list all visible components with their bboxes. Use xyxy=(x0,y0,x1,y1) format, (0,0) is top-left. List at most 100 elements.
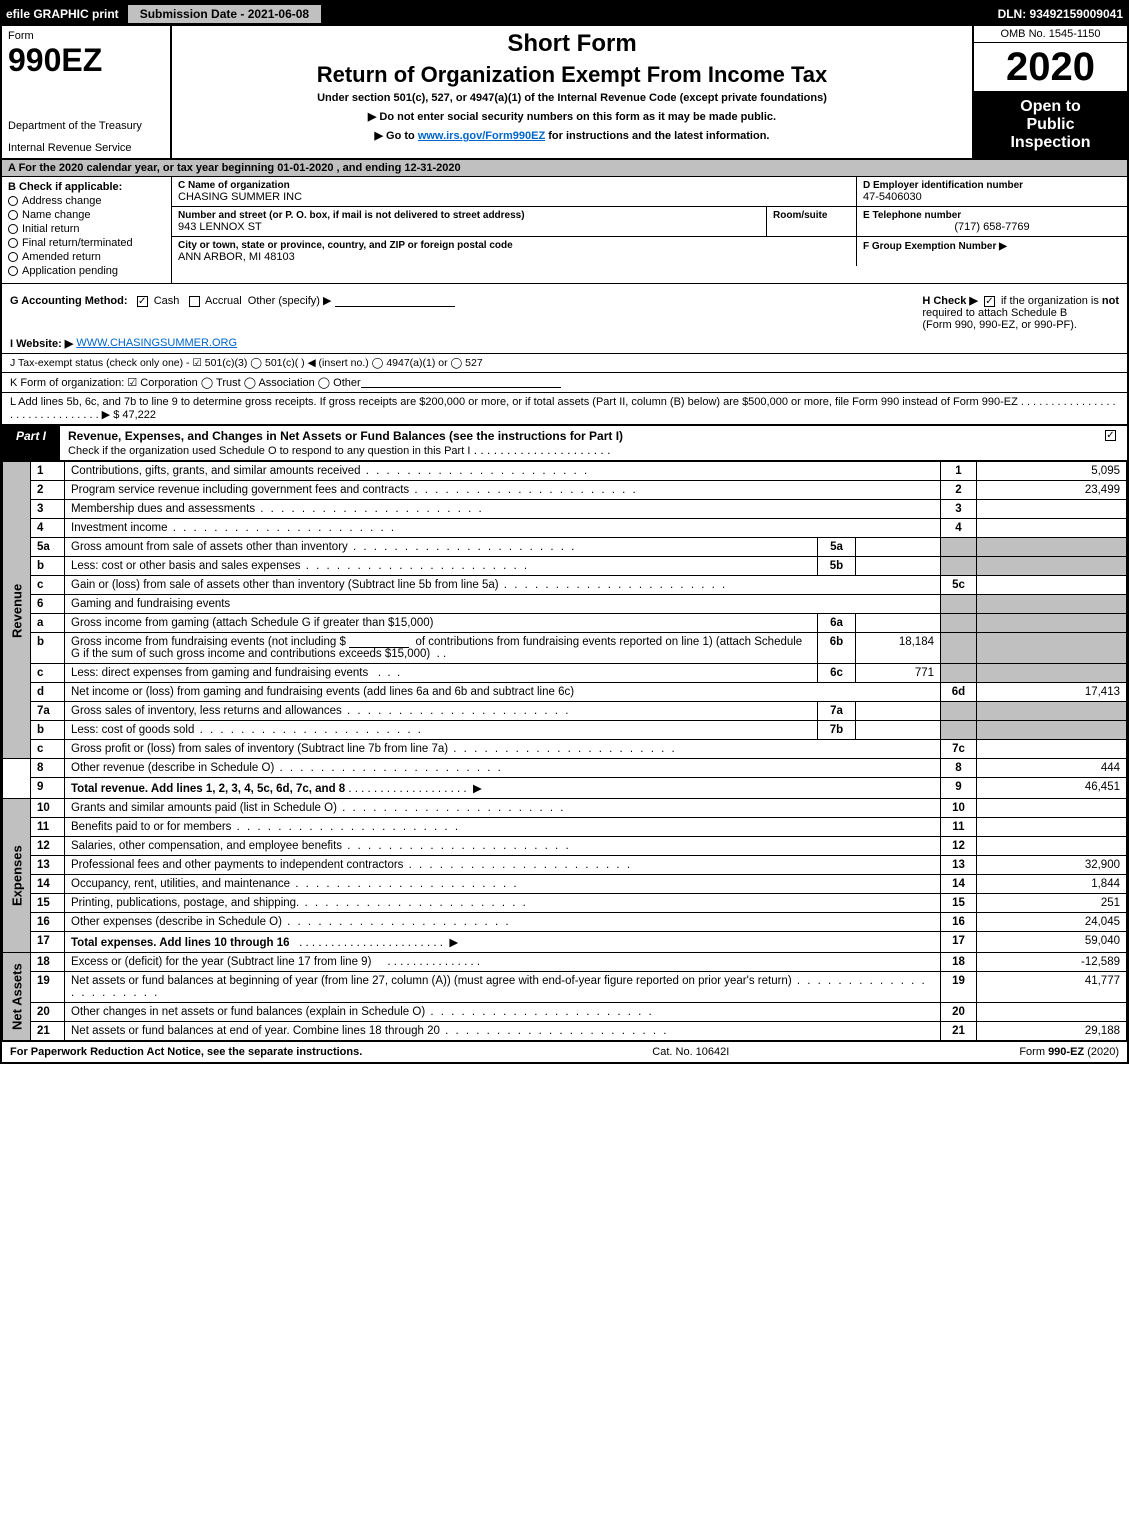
row-5a: 5a Gross amount from sale of assets othe… xyxy=(3,538,1127,557)
row-14: 14 Occupancy, rent, utilities, and maint… xyxy=(3,875,1127,894)
amt-11 xyxy=(977,818,1127,837)
row-8: 8 Other revenue (describe in Schedule O)… xyxy=(3,759,1127,778)
row-3: 3 Membership dues and assessments 3 xyxy=(3,500,1127,519)
phone-value: (717) 658-7769 xyxy=(863,221,1121,233)
b-header: B Check if applicable: xyxy=(8,181,165,193)
under-section: Under section 501(c), 527, or 4947(a)(1)… xyxy=(180,92,964,104)
dept-label: Department of the Treasury xyxy=(8,120,164,132)
cell-d: D Employer identification number 47-5406… xyxy=(857,177,1127,207)
cell-e: E Telephone number (717) 658-7769 xyxy=(857,207,1127,237)
goto-line: ▶ Go to www.irs.gov/Form990EZ for instru… xyxy=(180,129,964,142)
row-2: 2 Program service revenue including gove… xyxy=(3,481,1127,500)
amt-21: 29,188 xyxy=(977,1022,1127,1041)
open2: Public xyxy=(974,116,1127,134)
row-6c: c Less: direct expenses from gaming and … xyxy=(3,664,1127,683)
amt-8: 444 xyxy=(977,759,1127,778)
cell-f: F Group Exemption Number ▶ xyxy=(857,237,1127,255)
line-a: A For the 2020 calendar year, or tax yea… xyxy=(2,160,1127,177)
open1: Open to xyxy=(974,98,1127,116)
l-amount: $ 47,222 xyxy=(113,409,156,421)
amt-2: 23,499 xyxy=(977,481,1127,500)
street-label: Number and street (or P. O. box, if mail… xyxy=(178,210,760,221)
chk-name-change[interactable]: Name change xyxy=(8,209,165,221)
row-21: 21 Net assets or fund balances at end of… xyxy=(3,1022,1127,1041)
row-18: Net Assets 18 Excess or (deficit) for th… xyxy=(3,953,1127,972)
amt-7c xyxy=(977,740,1127,759)
row-12: 12 Salaries, other compensation, and emp… xyxy=(3,837,1127,856)
row-20: 20 Other changes in net assets or fund b… xyxy=(3,1003,1127,1022)
no-ssn-note: ▶ Do not enter social security numbers o… xyxy=(180,110,964,123)
amt-4 xyxy=(977,519,1127,538)
row-7b: b Less: cost of goods sold 7b xyxy=(3,721,1127,740)
h-section: H Check ▶ if the organization is not req… xyxy=(922,294,1119,331)
website-link[interactable]: WWW.CHASINGSUMMER.ORG xyxy=(76,337,237,350)
header-left: Form 990EZ Department of the Treasury In… xyxy=(2,26,172,158)
cell-street: Number and street (or P. O. box, if mail… xyxy=(172,207,767,237)
chk-accrual[interactable] xyxy=(189,296,200,307)
city-value: ANN ARBOR, MI 48103 xyxy=(178,251,850,263)
part-i-check xyxy=(1094,426,1127,460)
header-center: Short Form Return of Organization Exempt… xyxy=(172,26,972,158)
ein-label: D Employer identification number xyxy=(863,180,1121,191)
column-b: B Check if applicable: Address change Na… xyxy=(2,177,172,283)
footer-center: Cat. No. 10642I xyxy=(652,1046,729,1058)
irs-link[interactable]: www.irs.gov/Form990EZ xyxy=(418,130,545,142)
submission-date-box: Submission Date - 2021-06-08 xyxy=(127,4,322,24)
g-label: G Accounting Method: Cash Accrual Other … xyxy=(10,294,455,331)
row-5b: b Less: cost or other basis and sales ex… xyxy=(3,557,1127,576)
cell-org-name: C Name of organization CHASING SUMMER IN… xyxy=(172,177,857,207)
side-net-assets: Net Assets xyxy=(3,953,31,1041)
row-6b: b Gross income from fundraising events (… xyxy=(3,633,1127,664)
chk-cash[interactable] xyxy=(137,296,148,307)
group-exemption-label: F Group Exemption Number ▶ xyxy=(863,241,1007,252)
form-header: Form 990EZ Department of the Treasury In… xyxy=(2,26,1127,160)
other-specify-blank[interactable] xyxy=(335,295,455,307)
phone-label: E Telephone number xyxy=(863,210,1121,221)
row-17: 17 Total expenses. Add lines 10 through … xyxy=(3,932,1127,953)
short-form-title: Short Form xyxy=(180,30,964,58)
row-11: 11 Benefits paid to or for members 11 xyxy=(3,818,1127,837)
form-990ez-page: efile GRAPHIC print Submission Date - 20… xyxy=(0,0,1129,1064)
val-6c: 771 xyxy=(856,664,941,683)
side-expenses: Expenses xyxy=(3,799,31,953)
amt-5c xyxy=(977,576,1127,595)
amt-15: 251 xyxy=(977,894,1127,913)
row-6: 6 Gaming and fundraising events xyxy=(3,595,1127,614)
tax-year: 2020 xyxy=(974,43,1127,92)
chk-address-change[interactable]: Address change xyxy=(8,195,165,207)
line-g-h: G Accounting Method: Cash Accrual Other … xyxy=(2,284,1127,334)
efile-label[interactable]: efile GRAPHIC print xyxy=(6,7,119,21)
row-7c-8-9: c Gross profit or (loss) from sales of i… xyxy=(3,740,1127,759)
l-text: L Add lines 5b, 6c, and 7b to line 9 to … xyxy=(10,396,1018,408)
row-13: 13 Professional fees and other payments … xyxy=(3,856,1127,875)
val-6b: 18,184 xyxy=(856,633,941,664)
return-title: Return of Organization Exempt From Incom… xyxy=(180,62,964,88)
amt-16: 24,045 xyxy=(977,913,1127,932)
goto-pre: ▶ Go to xyxy=(375,130,418,142)
chk-initial-return[interactable]: Initial return xyxy=(8,223,165,235)
line-l: L Add lines 5b, 6c, and 7b to line 9 to … xyxy=(2,393,1127,425)
line-j: J Tax-exempt status (check only one) - ☑… xyxy=(2,354,1127,373)
footer-right: Form 990-EZ (2020) xyxy=(1019,1046,1119,1058)
chk-final-return[interactable]: Final return/terminated xyxy=(8,237,165,249)
row-6d: d Net income or (loss) from gaming and f… xyxy=(3,683,1127,702)
chk-schedule-o[interactable] xyxy=(1105,430,1116,441)
chk-amended-return[interactable]: Amended return xyxy=(8,251,165,263)
omb-number: OMB No. 1545-1150 xyxy=(974,26,1127,43)
chk-h[interactable] xyxy=(984,296,995,307)
amt-6d: 17,413 xyxy=(977,683,1127,702)
amt-13: 32,900 xyxy=(977,856,1127,875)
part-i-title: Revenue, Expenses, and Changes in Net As… xyxy=(60,426,1094,460)
section-b-through-f: B Check if applicable: Address change Na… xyxy=(2,177,1127,284)
amt-14: 1,844 xyxy=(977,875,1127,894)
row-9: 9 Total revenue. Add lines 1, 2, 3, 4, 5… xyxy=(3,778,1127,799)
amt-12 xyxy=(977,837,1127,856)
financial-table: Revenue 1 Contributions, gifts, grants, … xyxy=(2,461,1127,1041)
column-c-center: C Name of organization CHASING SUMMER IN… xyxy=(172,177,1127,283)
form-number: 990EZ xyxy=(8,42,164,79)
k-other-blank[interactable] xyxy=(361,376,561,388)
chk-application-pending[interactable]: Application pending xyxy=(8,265,165,277)
irs-label: Internal Revenue Service xyxy=(8,142,164,154)
row-4: 4 Investment income 4 xyxy=(3,519,1127,538)
amt-9: 46,451 xyxy=(977,778,1127,799)
